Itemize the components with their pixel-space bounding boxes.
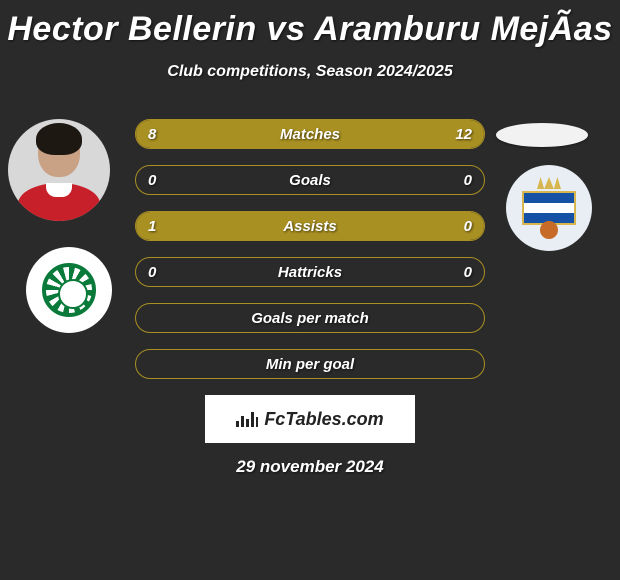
stat-fill-left — [136, 120, 275, 148]
player-left-hair — [36, 123, 82, 155]
stat-row: 8 12 Matches — [135, 119, 485, 149]
page-title: Hector Bellerin vs Aramburu MejÃ­as — [0, 0, 620, 49]
stat-label: Matches — [280, 126, 340, 143]
player-left-collar — [46, 183, 72, 197]
stat-value-right: 0 — [464, 172, 472, 189]
player-left-photo — [8, 119, 110, 221]
stat-value-right: 12 — [455, 126, 472, 143]
bar-icon — [251, 412, 254, 427]
club-badge-left — [26, 247, 112, 333]
stat-value-right: 0 — [464, 218, 472, 235]
stat-value-left: 0 — [148, 264, 156, 281]
date-text: 29 november 2024 — [0, 457, 620, 477]
sociedad-flag-icon — [522, 191, 576, 225]
betis-crest-icon — [42, 263, 96, 317]
crown-icon — [537, 177, 561, 189]
subtitle: Club competitions, Season 2024/2025 — [0, 63, 620, 81]
bar-icon — [256, 417, 259, 427]
stat-row: Min per goal — [135, 349, 485, 379]
bar-icon — [241, 416, 244, 427]
club-badge-right — [506, 165, 592, 251]
stat-value-right: 0 — [464, 264, 472, 281]
stat-label: Min per goal — [266, 356, 354, 373]
brand-box[interactable]: FcTables.com — [205, 395, 415, 443]
stat-label: Goals per match — [251, 310, 369, 327]
stat-value-left: 0 — [148, 172, 156, 189]
stat-label: Assists — [283, 218, 336, 235]
stat-rows: 8 12 Matches 0 0 Goals 1 0 Assists 0 0 Hattricks Goa… — [135, 111, 485, 379]
stat-value-left: 8 — [148, 126, 156, 143]
stat-row: Goals per match — [135, 303, 485, 333]
player-right-photo — [496, 123, 588, 147]
stat-value-left: 1 — [148, 218, 156, 235]
stat-row: 0 0 Goals — [135, 165, 485, 195]
ball-icon — [540, 221, 558, 239]
brand-text: FcTables.com — [264, 409, 383, 430]
bars-icon — [236, 411, 258, 427]
stat-label: Hattricks — [278, 264, 342, 281]
bar-icon — [236, 421, 239, 427]
stat-row: 0 0 Hattricks — [135, 257, 485, 287]
stat-label: Goals — [289, 172, 331, 189]
stat-row: 1 0 Assists — [135, 211, 485, 241]
stats-area: 8 12 Matches 0 0 Goals 1 0 Assists 0 0 Hattricks Goa… — [0, 111, 620, 379]
bar-icon — [246, 419, 249, 427]
